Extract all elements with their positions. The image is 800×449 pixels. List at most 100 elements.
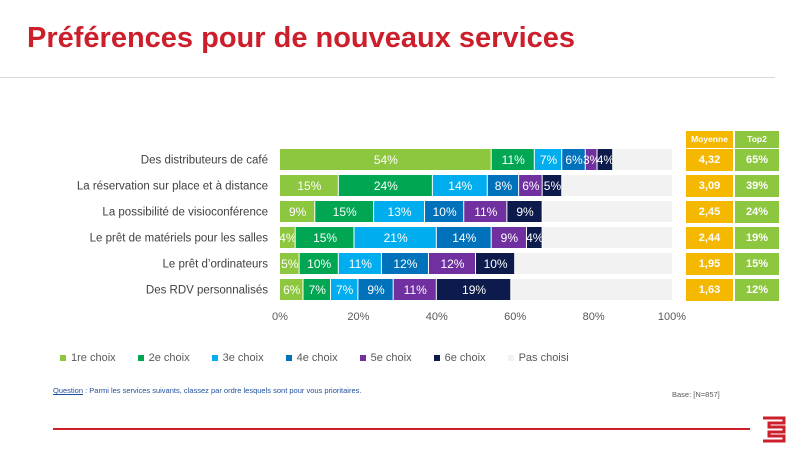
- data-label: 12%: [393, 257, 417, 271]
- data-label: 10%: [484, 257, 508, 271]
- side-table-cell: 1,95: [686, 253, 733, 275]
- data-label: 9%: [289, 205, 307, 219]
- bar-segment: [542, 175, 562, 196]
- chart-legend: 1re choix 2e choix 3e choix 4e choix 5e choi…: [60, 348, 591, 368]
- bar-segment: [295, 227, 354, 248]
- data-label: 14%: [452, 231, 476, 245]
- data-label: 6%: [283, 283, 301, 297]
- data-label: 10%: [433, 205, 457, 219]
- page-title: Préférences pour de nouveaux services: [27, 22, 576, 54]
- x-tick-label: 0%: [272, 311, 288, 323]
- data-label: 7%: [309, 283, 327, 297]
- legend-label: 4e choix: [296, 352, 338, 364]
- data-label: 24%: [374, 179, 398, 193]
- category-label: La possibilité de visioconférence: [102, 207, 268, 219]
- data-label: 7%: [336, 283, 354, 297]
- bar-segment: [432, 175, 487, 196]
- legend-item: 3e choix: [211, 352, 264, 364]
- data-label: 4%: [597, 153, 615, 167]
- data-label: 11%: [404, 283, 427, 297]
- bar-segment: [338, 175, 432, 196]
- data-label: 5%: [281, 257, 299, 271]
- bar-segment: [280, 253, 299, 274]
- side-table-cell: 2,45: [686, 201, 733, 223]
- bar-segment: [374, 201, 425, 222]
- category-label: Le prêt d’ordinateurs: [163, 259, 269, 271]
- bar-segment: [542, 201, 672, 222]
- bar-segment: [436, 279, 511, 300]
- side-table-cell: 24%: [735, 201, 779, 223]
- data-label: 9%: [516, 205, 534, 219]
- bar-segment: [280, 201, 315, 222]
- legend-label: 5e choix: [370, 352, 412, 364]
- question-note: Question : Parmi les services suivants, …: [53, 386, 361, 395]
- bar-segment: [491, 149, 534, 170]
- side-table-cell: 12%: [735, 279, 779, 301]
- bar-segment: [597, 149, 613, 170]
- legend-swatch: [507, 355, 514, 361]
- bar-segment: [436, 227, 491, 248]
- bar-segment: [511, 279, 672, 300]
- data-label: 7%: [540, 153, 558, 167]
- side-table-cell: 19%: [735, 227, 779, 249]
- top-divider: [0, 77, 775, 78]
- bar-segment: [280, 149, 491, 170]
- bar-segment: [515, 253, 672, 274]
- data-label: 14%: [448, 179, 472, 193]
- data-label: 6%: [565, 153, 583, 167]
- side-table-cell: 3,09: [686, 175, 733, 197]
- side-table-cell: 2,44: [686, 227, 733, 249]
- side-table-cell: 4,32: [686, 149, 733, 171]
- legend-item: 5e choix: [359, 352, 412, 364]
- data-label: 4%: [526, 231, 544, 245]
- bar-segment: [315, 201, 374, 222]
- x-tick-label: 100%: [658, 311, 686, 323]
- data-label: 11%: [502, 153, 525, 167]
- legend-swatch: [211, 355, 218, 361]
- x-tick-label: 20%: [347, 311, 369, 323]
- category-label: Des distributeurs de café: [141, 155, 268, 167]
- legend-label: 6e choix: [444, 352, 486, 364]
- bar-segment: [613, 149, 672, 170]
- legend-swatch: [433, 355, 440, 361]
- category-label: La réservation sur place et à distance: [77, 181, 268, 193]
- bar-segment: [381, 253, 428, 274]
- legend-label: 3e choix: [222, 352, 264, 364]
- legend-swatch: [359, 355, 366, 361]
- x-tick-label: 40%: [426, 311, 448, 323]
- bar-segment: [487, 175, 519, 196]
- question-label: Question: [53, 386, 84, 395]
- data-label: 5%: [544, 179, 562, 193]
- bar-segment: [542, 227, 672, 248]
- x-tick-label: 80%: [583, 311, 605, 323]
- data-label: 3%: [583, 153, 601, 167]
- data-label: 11%: [349, 257, 372, 271]
- data-label: 12%: [440, 257, 464, 271]
- data-label: 13%: [388, 205, 412, 219]
- bar-segment: [280, 175, 338, 196]
- bar-segment: [428, 253, 475, 274]
- bar-segment: [562, 149, 585, 170]
- legend-swatch: [60, 355, 66, 361]
- data-label: 8%: [495, 179, 513, 193]
- bar-segment: [299, 253, 338, 274]
- data-label: 9%: [501, 231, 519, 245]
- bar-segment: [358, 279, 393, 300]
- legend-item: 2e choix: [137, 352, 190, 364]
- bar-segment: [303, 279, 330, 300]
- data-label: 19%: [462, 283, 486, 297]
- data-label: 4%: [279, 231, 297, 245]
- category-label: Le prêt de matériels pour les salles: [90, 233, 269, 245]
- bar-segment: [526, 227, 542, 248]
- legend-item: Pas choisi: [507, 352, 569, 364]
- bar-segment: [585, 149, 597, 170]
- side-table-cell: 65%: [735, 149, 779, 171]
- x-tick-label: 60%: [504, 311, 526, 323]
- base-note: Base: [N=857]: [672, 390, 720, 399]
- data-label: 15%: [313, 231, 337, 245]
- data-label: 15%: [297, 179, 321, 193]
- data-label: 11%: [474, 205, 497, 219]
- bar-segment: [280, 279, 303, 300]
- bar-segment: [562, 175, 672, 196]
